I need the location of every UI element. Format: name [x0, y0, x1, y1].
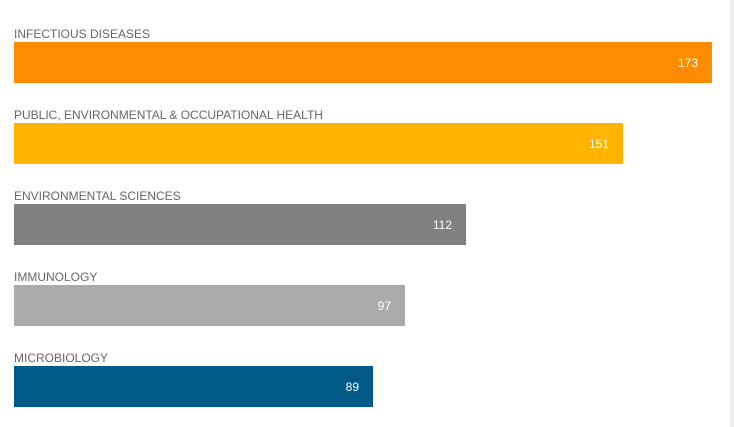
category-label: INFECTIOUS DISEASES [14, 27, 151, 41]
panel-edge [730, 0, 734, 427]
bar[interactable] [14, 204, 466, 245]
bar[interactable] [14, 123, 623, 164]
bar-value-label: 151 [588, 137, 609, 151]
bar[interactable] [14, 366, 373, 407]
bar-value-label: 97 [377, 299, 391, 313]
category-label: IMMUNOLOGY [14, 270, 98, 284]
bar-value-label: 112 [432, 218, 452, 232]
bar[interactable] [14, 285, 405, 326]
category-label: MICROBIOLOGY [14, 351, 109, 365]
bar-value-label: 89 [345, 380, 359, 394]
bar-value-label: 173 [677, 56, 698, 70]
category-label: ENVIRONMENTAL SCIENCES [14, 189, 181, 203]
category-label: PUBLIC, ENVIRONMENTAL & OCCUPATIONAL HEA… [14, 108, 323, 122]
bar[interactable] [14, 42, 712, 83]
